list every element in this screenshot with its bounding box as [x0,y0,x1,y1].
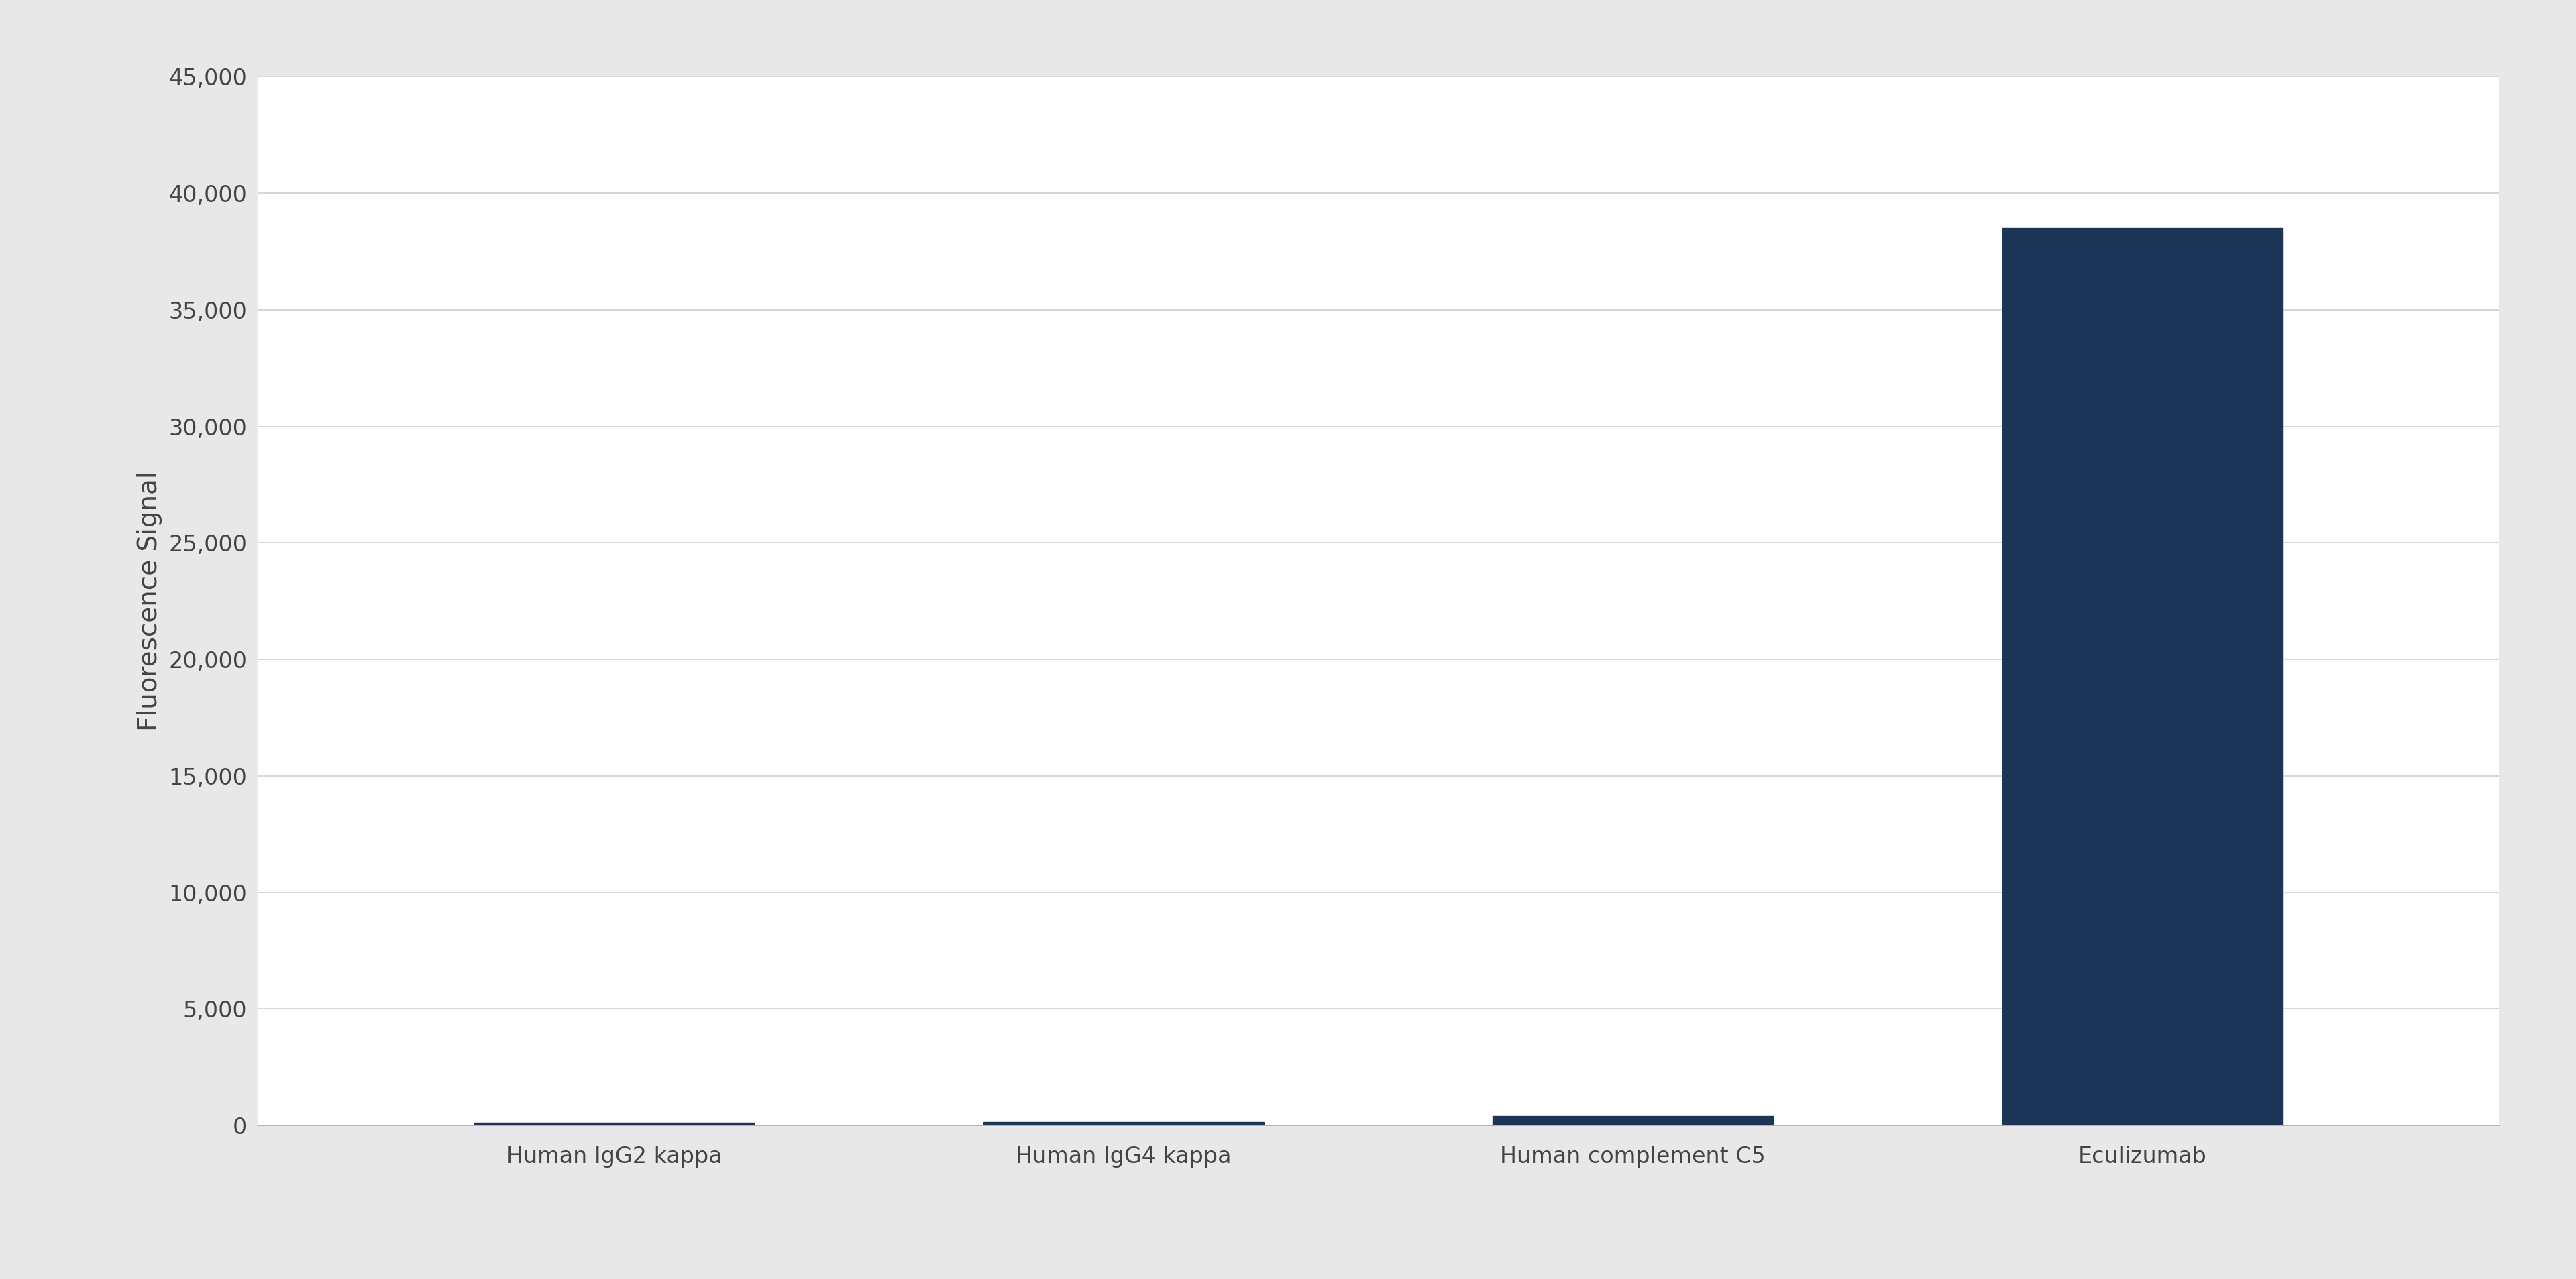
Bar [1492,1117,1772,1126]
Bar [474,1123,755,1126]
Y-axis label: Fluorescence Signal: Fluorescence Signal [137,471,162,732]
Bar [2002,228,2282,1126]
Bar [984,1122,1265,1126]
